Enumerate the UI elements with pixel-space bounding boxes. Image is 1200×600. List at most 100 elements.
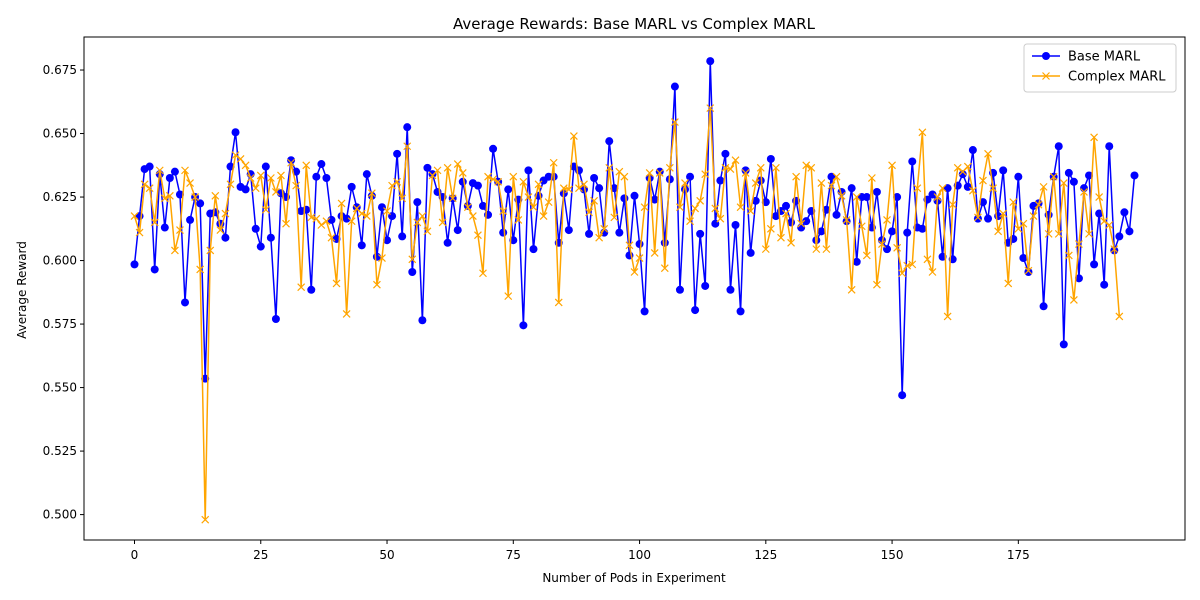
complex-marl-point <box>1054 229 1063 238</box>
complex-marl-point <box>913 184 922 193</box>
base-marl-point <box>1039 302 1048 311</box>
base-marl-point <box>478 201 487 210</box>
base-marl-point <box>832 210 841 219</box>
complex-marl-point <box>787 238 795 247</box>
complex-marl-point <box>241 161 250 170</box>
base-marl-point <box>958 170 967 179</box>
complex-marl-point <box>994 227 1003 236</box>
complex-marl-point <box>817 179 826 187</box>
base-marl-point <box>504 185 513 194</box>
complex-marl-point <box>236 155 245 163</box>
x-tick-label: 100 <box>628 548 651 562</box>
base-marl-point <box>524 166 533 175</box>
y-tick-label: 0.550 <box>43 381 77 395</box>
complex-marl-point <box>650 249 659 257</box>
complex-marl-point <box>140 180 149 189</box>
base-marl-point <box>872 187 881 196</box>
y-tick-label: 0.575 <box>43 317 77 331</box>
complex-marl-point <box>766 224 775 233</box>
base-marl-point <box>1079 184 1088 193</box>
complex-marl-point <box>367 189 376 198</box>
complex-marl-point <box>600 224 609 233</box>
complex-marl-point <box>771 163 780 172</box>
complex-marl-point <box>337 199 346 208</box>
complex-marl-point <box>867 174 876 182</box>
complex-marl-point <box>620 172 629 181</box>
complex-marl-point <box>468 212 477 221</box>
complex-marl-point <box>888 161 896 170</box>
complex-marl-point <box>1049 172 1058 181</box>
complex-marl-point <box>226 180 235 189</box>
base-marl-point <box>458 177 467 186</box>
complex-marl-point <box>1100 217 1109 226</box>
base-marl-point <box>221 233 230 242</box>
complex-marl-point <box>504 292 513 301</box>
base-marl-point <box>1090 260 1099 269</box>
complex-marl-point <box>206 246 215 255</box>
complex-marl-point <box>534 180 543 189</box>
base-marl-point <box>428 170 437 179</box>
base-marl-point <box>1014 172 1023 181</box>
base-marl-point <box>650 195 659 204</box>
complex-marl-point <box>1095 193 1104 201</box>
complex-marl-point <box>655 168 664 177</box>
complex-marl-point <box>872 280 881 289</box>
complex-marl-point <box>761 245 770 254</box>
base-marl-point <box>771 212 780 221</box>
complex-marl-point <box>256 171 265 180</box>
base-marl-point <box>443 238 452 247</box>
complex-marl-point <box>307 213 316 222</box>
base-marl-point <box>595 184 604 193</box>
complex-marl-point <box>645 168 654 177</box>
base-marl-point <box>377 203 386 212</box>
y-axis: 0.500 0.525 0.550 0.575 0.600 0.625 0.650 0.675 <box>43 63 84 522</box>
complex-marl-point <box>701 170 710 179</box>
complex-marl-point <box>398 194 407 203</box>
x-tick-label: 175 <box>1007 548 1030 562</box>
base-marl-point <box>145 162 154 171</box>
base-marl-point <box>266 233 275 242</box>
base-marl-point <box>418 316 427 325</box>
complex-marl-point <box>383 207 391 215</box>
plot-area <box>130 57 1139 524</box>
complex-marl-point <box>847 285 856 294</box>
base-marl-point <box>165 173 174 182</box>
complex-marl-point <box>746 207 755 215</box>
complex-marl-point <box>681 179 689 187</box>
complex-marl-point <box>201 515 210 524</box>
complex-marl-point <box>317 221 326 229</box>
complex-marl-point <box>135 228 144 237</box>
complex-marl-point <box>903 261 912 270</box>
complex-marl-point <box>1004 279 1013 288</box>
complex-marl-point <box>130 212 139 221</box>
complex-marl-point <box>665 163 674 172</box>
base-marl-point <box>489 144 498 153</box>
complex-marl-point <box>580 180 588 189</box>
base-marl-point <box>322 173 331 182</box>
complex-marl-point <box>686 217 694 226</box>
x-axis: 0 25 50 75 100 125 150 175 <box>131 540 1030 562</box>
complex-marl-point <box>196 265 205 274</box>
complex-marl-point <box>1039 182 1048 191</box>
base-marl-point <box>302 205 311 214</box>
complex-marl-point <box>569 132 578 141</box>
x-tick-label: 75 <box>506 548 521 562</box>
complex-marl-point <box>494 177 503 186</box>
base-marl-point <box>564 226 573 235</box>
complex-marl-point <box>271 188 280 196</box>
complex-marl-point <box>625 241 634 250</box>
complex-marl-point <box>322 217 331 226</box>
complex-marl-point <box>923 255 932 264</box>
complex-marl-point <box>1075 240 1083 248</box>
complex-marl-point <box>1115 312 1124 321</box>
legend-box <box>1023 43 1177 93</box>
base-marl-point <box>908 157 917 166</box>
base-marl-point <box>721 149 730 158</box>
complex-marl-point <box>403 142 412 151</box>
complex-marl-point <box>393 177 402 186</box>
complex-marl-point <box>191 193 200 201</box>
complex-marl-point <box>544 198 553 207</box>
base-marl-point <box>130 260 139 269</box>
complex-marl-point <box>1064 251 1073 260</box>
